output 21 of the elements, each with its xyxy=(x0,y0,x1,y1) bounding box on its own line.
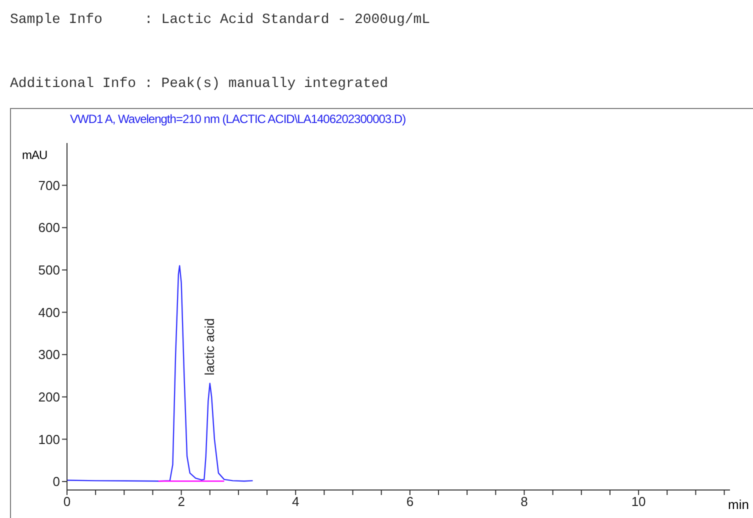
x-tick-label: 10 xyxy=(631,494,646,510)
y-tick-label: 500 xyxy=(38,262,60,278)
x-tick-label: 6 xyxy=(406,494,414,510)
chart-title: VWD1 A, Wavelength=210 nm (LACTIC ACID\LA1406202300003.D) xyxy=(70,112,406,126)
annotation: lactic acid xyxy=(202,318,217,376)
y-tick-label: 300 xyxy=(38,347,60,362)
x-tick-label: 2 xyxy=(178,494,185,510)
text: Sample Info : Lactic Acid Standard - 2000ug/mL xyxy=(10,12,430,28)
x-tick-label: 4 xyxy=(292,494,300,510)
y-tick-label: 400 xyxy=(38,304,60,320)
y-tick-label: 0 xyxy=(52,474,60,490)
x-axis-title: min xyxy=(728,497,749,512)
text: Additional Info : Peak(s) manually integrated xyxy=(10,76,388,92)
line-series xyxy=(67,265,254,482)
x-tick-label: 0 xyxy=(63,494,71,510)
y-tick-label: 200 xyxy=(38,390,60,405)
y-axis-title: mAU xyxy=(22,148,48,162)
x-tick-label: 8 xyxy=(520,494,528,510)
y-tick-label: 100 xyxy=(38,432,60,447)
y-tick-label: 700 xyxy=(38,178,60,193)
y-tick-label: 600 xyxy=(38,220,60,236)
